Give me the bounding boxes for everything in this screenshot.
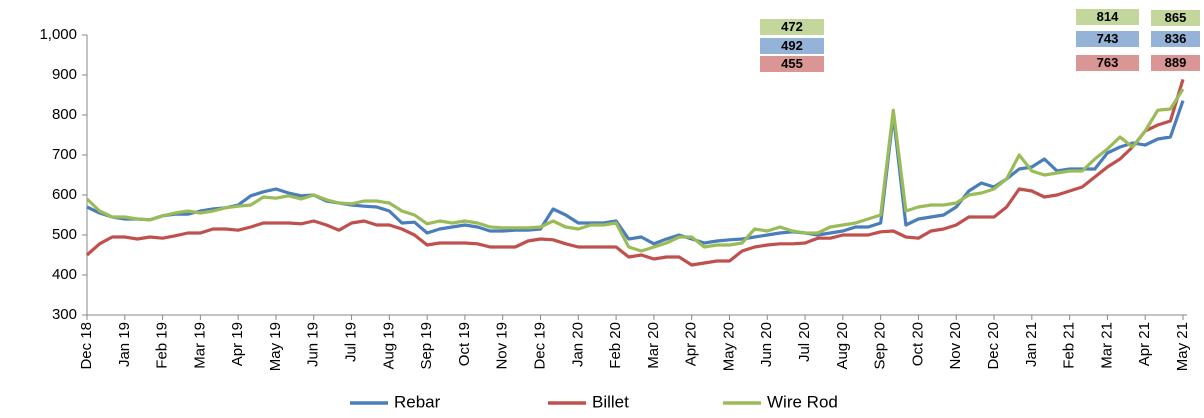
annotation-box bbox=[760, 19, 824, 35]
x-tick-label: Mar 20 bbox=[645, 322, 662, 369]
annotation: 865 bbox=[1165, 10, 1187, 25]
x-tick-label: Jan 20 bbox=[569, 322, 586, 367]
x-tick-label: Sep 20 bbox=[872, 322, 889, 370]
x-tick-label: Feb 20 bbox=[607, 322, 624, 369]
x-tick-label: Aug 20 bbox=[834, 322, 851, 370]
x-tick-label: Jan 21 bbox=[1023, 322, 1040, 367]
y-tick-label: 500 bbox=[52, 226, 77, 243]
x-tick-label: Aug 19 bbox=[380, 322, 397, 370]
x-tick-label: Mar 21 bbox=[1098, 322, 1115, 369]
x-tick-label: Sep 19 bbox=[418, 322, 435, 370]
x-tick-label: Apr 19 bbox=[229, 322, 246, 366]
line-series bbox=[85, 88, 1185, 253]
annotation-box bbox=[1151, 31, 1200, 47]
x-tick-label: Mar 19 bbox=[191, 322, 208, 369]
annotation: 472 bbox=[781, 19, 803, 34]
x-tick-label: May 21 bbox=[1174, 322, 1191, 371]
annotation-box bbox=[1151, 55, 1200, 71]
y-tick-label: 800 bbox=[52, 106, 77, 123]
y-tick-label: 400 bbox=[52, 266, 77, 283]
x-tick-label: Feb 21 bbox=[1061, 322, 1078, 369]
annotation: 743 bbox=[1097, 31, 1119, 46]
x-tick-label: Feb 19 bbox=[154, 322, 171, 369]
x-tick-label: Apr 20 bbox=[683, 322, 700, 366]
x-tick-label: May 20 bbox=[720, 322, 737, 371]
annotation: 836 bbox=[1165, 31, 1187, 46]
legend-label: Billet bbox=[592, 392, 629, 411]
line-series bbox=[86, 100, 1185, 246]
annotation-box bbox=[1076, 31, 1139, 47]
annotation-box bbox=[760, 56, 824, 72]
annotation-box bbox=[1076, 9, 1139, 25]
y-tick-label: 300 bbox=[52, 306, 77, 323]
x-tick-label: Dec 20 bbox=[985, 322, 1002, 370]
x-tick-label: Jun 19 bbox=[305, 322, 322, 367]
y-tick-label: 700 bbox=[52, 146, 77, 163]
annotation: 814 bbox=[1097, 9, 1119, 24]
y-tick-label: 900 bbox=[52, 66, 77, 83]
x-tick-label: Nov 19 bbox=[494, 322, 511, 370]
x-tick-label: May 19 bbox=[267, 322, 284, 371]
annotation: 492 bbox=[781, 38, 803, 53]
x-tick-label: Apr 21 bbox=[1136, 322, 1153, 366]
x-tick-label: Nov 20 bbox=[947, 322, 964, 370]
x-tick-label: Oct 19 bbox=[456, 322, 473, 366]
annotation-box bbox=[1151, 10, 1200, 26]
annotation: 455 bbox=[781, 56, 803, 71]
line-series bbox=[85, 78, 1185, 267]
y-tick-label: 1,000 bbox=[39, 26, 77, 43]
annotation-box bbox=[1076, 55, 1139, 71]
x-tick-label: Oct 20 bbox=[909, 322, 926, 366]
x-tick-label: Jun 20 bbox=[758, 322, 775, 367]
annotation-box bbox=[760, 38, 824, 54]
annotation: 889 bbox=[1165, 55, 1187, 70]
x-tick-label: Jan 19 bbox=[116, 322, 133, 367]
x-tick-label: Dec 18 bbox=[78, 322, 95, 370]
annotation: 763 bbox=[1097, 55, 1119, 70]
legend-label: Wire Rod bbox=[767, 392, 838, 411]
legend-label: Rebar bbox=[394, 392, 441, 411]
y-tick-label: 600 bbox=[52, 186, 77, 203]
x-tick-label: Dec 19 bbox=[531, 322, 548, 370]
x-tick-label: Jul 19 bbox=[343, 322, 360, 362]
x-tick-label: Jul 20 bbox=[796, 322, 813, 362]
